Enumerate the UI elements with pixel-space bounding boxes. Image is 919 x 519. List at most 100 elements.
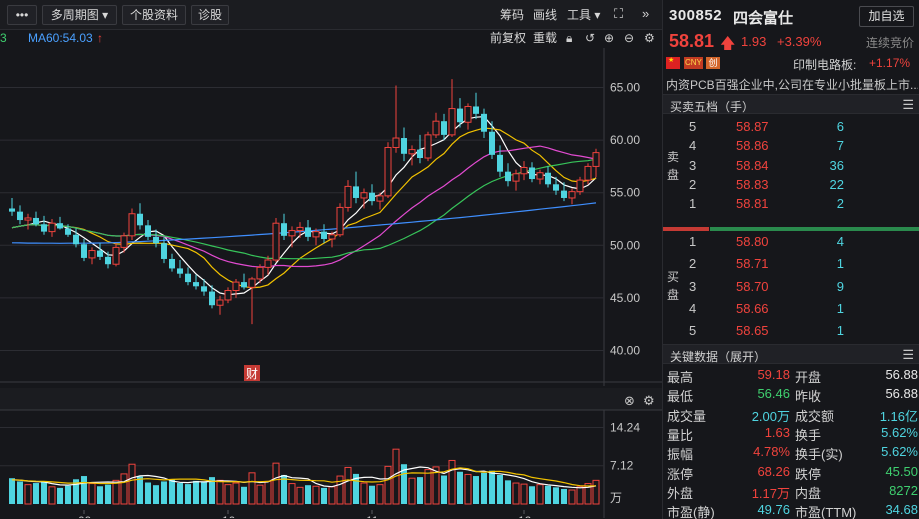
- price-tick-label: 55.00: [610, 186, 640, 200]
- volume-bar: [401, 464, 407, 504]
- chips-button[interactable]: 筹码: [500, 8, 525, 22]
- buy-level-row[interactable]: 5 58.65 1: [683, 322, 919, 341]
- candle: [584, 163, 592, 185]
- quote-panel: 300852 四会富仕 加自选 58.81 🡅 1.93 +3.39% 连续竞价…: [662, 0, 919, 519]
- sell-level-row[interactable]: 5 58.87 6: [683, 118, 919, 137]
- menu-button[interactable]: •••: [7, 5, 37, 25]
- chevron-down-icon: ▾: [102, 8, 109, 22]
- sector-row[interactable]: ★ CNY 创 印制电路板: +1.17%: [663, 55, 919, 73]
- volume-bar: [344, 466, 352, 505]
- candle: [489, 121, 495, 160]
- order-volume: 9: [836, 278, 844, 294]
- candle-body: [592, 152, 600, 167]
- stock-info-button[interactable]: 个股资料: [122, 5, 186, 25]
- candle: [264, 255, 272, 275]
- undo-icon[interactable]: ↺: [585, 31, 596, 45]
- buy-level-row[interactable]: 3 58.70 9: [683, 278, 919, 297]
- menu-lines-icon[interactable]: ☰: [902, 347, 914, 362]
- volume-bar: [592, 479, 600, 505]
- order-volume: 4: [836, 234, 844, 249]
- buy-level-row[interactable]: 2 58.71 1: [683, 255, 919, 274]
- candle: [360, 188, 368, 209]
- candle-body: [232, 281, 240, 292]
- candle-body: [224, 290, 232, 301]
- reset-button[interactable]: 重载: [533, 31, 558, 45]
- volume-bar: [432, 466, 440, 505]
- candle: [216, 295, 224, 315]
- volume-ma5-line: [11, 466, 597, 489]
- company-description[interactable]: 内资PCB百强企业中,公司在专业小批量板上市...: [666, 78, 918, 92]
- settings-gear-icon[interactable]: ⚙: [644, 31, 655, 45]
- draw-line-button[interactable]: 画线: [533, 8, 558, 22]
- multi-period-button[interactable]: 多周期图 ▾: [42, 5, 117, 25]
- candlestick-series: [9, 79, 600, 325]
- key-data-title: 关键数据（展开）: [670, 350, 767, 364]
- candle-body: [193, 282, 199, 287]
- candle-body: [344, 185, 352, 208]
- candle-body: [177, 268, 183, 274]
- month-label: 11: [366, 514, 379, 518]
- sell-level-row[interactable]: 2 58.83 22: [683, 176, 919, 195]
- kline-chart[interactable]: 65.00 60.00 55.00 50.00 45.00 40.00 财 14.24 7.12…: [0, 48, 662, 518]
- key-data-value: 2.00万: [751, 408, 790, 424]
- candle: [545, 166, 551, 188]
- candle: [120, 232, 128, 253]
- order-volume: 1: [836, 300, 844, 316]
- ma60-line: [11, 202, 597, 244]
- lock-icon[interactable]: 🔒︎: [566, 31, 573, 45]
- level-number: 2: [689, 176, 697, 192]
- ma5-line: [11, 115, 597, 296]
- order-price: 58.71: [736, 256, 769, 272]
- order-volume: 2: [836, 196, 844, 212]
- zoom-in-icon[interactable]: ⊕: [604, 31, 615, 45]
- candle: [448, 79, 456, 137]
- price-tick-label: 65.00: [610, 81, 640, 95]
- zoom-out-icon[interactable]: ⊖: [624, 31, 635, 45]
- key-data-label: 成交量: [667, 408, 707, 424]
- candle-body: [264, 259, 272, 268]
- restore-rights-toggle[interactable]: 前复权: [490, 31, 527, 45]
- candle: [473, 92, 479, 120]
- candle: [281, 213, 287, 241]
- key-data-header[interactable]: 关键数据（展开） ☰: [663, 344, 919, 364]
- menu-lines-icon[interactable]: ☰: [902, 97, 914, 112]
- candle: [481, 108, 487, 139]
- earnings-marker: [244, 365, 260, 381]
- collapse-panel-icon[interactable]: »: [642, 6, 650, 21]
- candle: [505, 163, 511, 187]
- sell-level-row[interactable]: 1 58.81 2: [683, 195, 919, 214]
- candle: [497, 145, 503, 177]
- volume-bar: [497, 474, 503, 504]
- key-data-label: 换手(实): [795, 447, 843, 463]
- candle-body: [137, 213, 143, 226]
- candle-body: [457, 108, 463, 123]
- candle: [592, 148, 600, 178]
- candle-body: [57, 223, 63, 229]
- buy-level-row[interactable]: 4 58.66 1: [683, 300, 919, 319]
- fullscreen-icon[interactable]: ⛶: [614, 6, 624, 21]
- candle-body: [24, 217, 32, 221]
- orderbook-header[interactable]: 买卖五档（手） ☰: [663, 94, 919, 114]
- candle: [112, 243, 120, 267]
- candle: [193, 274, 199, 290]
- price-change-percent: +3.39%: [777, 34, 822, 49]
- key-data-row: 最高 59.18 开盘 56.88: [663, 366, 919, 385]
- candle-body: [312, 231, 320, 238]
- key-data-row: 外盘 1.17万 内盘 8272: [663, 482, 919, 501]
- multi-period-label: 多周期图: [50, 8, 99, 22]
- volume-bar: [512, 482, 520, 505]
- sell-level-row[interactable]: 4 58.86 7: [683, 137, 919, 156]
- candle: [88, 247, 96, 265]
- buy-level-row[interactable]: 1 58.80 4: [683, 233, 919, 252]
- tools-button[interactable]: 工具 ▾: [567, 7, 600, 23]
- volume-bar: [24, 484, 32, 505]
- volume-bar: [264, 480, 272, 505]
- axis-labels: 65.00 60.00 55.00 50.00 45.00 40.00 财 14.24 7.12…: [78, 81, 640, 518]
- candle: [296, 222, 304, 238]
- add-watchlist-button[interactable]: 加自选: [859, 6, 914, 27]
- volume-bar: [529, 486, 535, 504]
- sell-level-row[interactable]: 3 58.84 36: [683, 157, 919, 176]
- diagnosis-button[interactable]: 诊股: [191, 5, 229, 25]
- order-price: 58.84: [736, 157, 769, 173]
- volume-bar: [224, 484, 232, 505]
